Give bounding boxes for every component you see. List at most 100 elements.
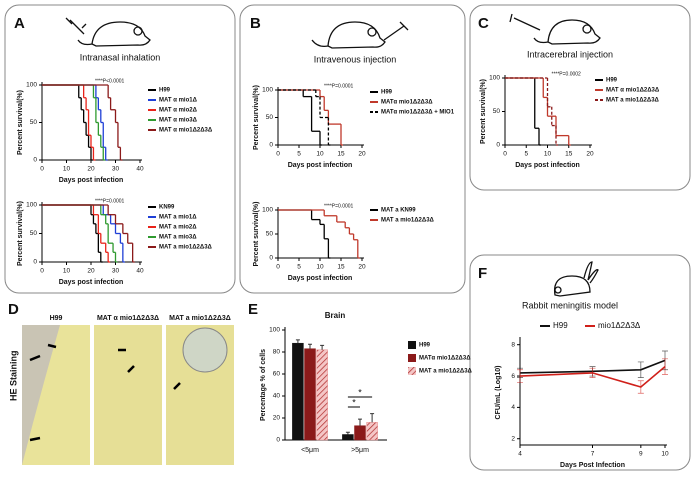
x-tick-label: 20 (586, 151, 594, 158)
y-tick-label: 20 (273, 415, 281, 422)
x-tick-label: 0 (276, 264, 280, 271)
legend-swatch (408, 367, 416, 375)
error-bar (308, 343, 312, 349)
y-axis-label: CFU/mL (Log10) (495, 366, 502, 420)
x-tick-label: 10 (316, 264, 324, 271)
panel-title: Rabbit meningitis model (522, 300, 618, 310)
bar (292, 342, 304, 441)
x-tick-label: 0 (503, 151, 507, 158)
x-tick-label: 40 (136, 268, 144, 275)
y-tick-label: 40 (273, 393, 281, 400)
legend-label: MAT a mio1Δ2Δ3Δ (606, 98, 660, 104)
error-bar (345, 431, 350, 435)
panel-box (469, 254, 691, 471)
y-axis-label: Percent survival(%) (480, 79, 487, 144)
y-tick-label: 100 (262, 87, 273, 94)
x-tick-label: 20 (87, 166, 95, 173)
line (519, 359, 666, 374)
y-tick-label: 100 (262, 207, 273, 214)
panel-box (239, 4, 466, 294)
y-tick-label: 8 (511, 341, 515, 348)
x-tick-label: 5 (524, 151, 528, 158)
error-bar (517, 369, 523, 383)
bar (366, 422, 378, 441)
x-tick-label: 10 (544, 151, 552, 158)
legend-label: H99 (553, 321, 568, 330)
p-value: ****P=0.0001 (324, 83, 354, 89)
x-tick-label: 30 (112, 268, 120, 275)
error-bar (589, 367, 596, 378)
legend-label: MATα mio1Δ2Δ3Δ (381, 100, 433, 106)
legend-label: H99 (419, 343, 431, 349)
y-tick-label: 0 (496, 142, 500, 149)
y-axis-label: Percent survival(%) (253, 202, 260, 267)
x-axis-label: Days post infection (288, 162, 353, 169)
bar (304, 348, 316, 441)
legend-label: MAT α mio1Δ2Δ3Δ (606, 88, 660, 94)
legend-label: MAT a mio2Δ (159, 225, 197, 231)
legend-label: MATα mio1Δ2Δ3Δ (419, 356, 471, 362)
y-tick-label: 80 (273, 349, 281, 356)
panel-label: A (14, 15, 25, 32)
p-value: ****P=0.0001 (95, 198, 125, 204)
x-axis-label: Days post infection (59, 177, 124, 184)
y-tick-label: 50 (30, 230, 38, 237)
x-tick-label: 5 (297, 151, 301, 158)
panel-label: F (478, 265, 487, 282)
bar (354, 425, 366, 441)
y-tick-label: 0 (33, 157, 37, 164)
legend-label: MAT α mio2Δ (159, 108, 198, 114)
p-value: ****P<0.0001 (95, 78, 125, 84)
x-tick-label: 20 (87, 268, 95, 275)
error-bar (320, 344, 325, 350)
legend-swatch (408, 354, 416, 362)
p-value: ****P=0.0002 (552, 71, 582, 77)
x-tick-label: 10 (63, 166, 71, 173)
x-tick-label: 0 (276, 151, 280, 158)
x-tick-label: 15 (565, 151, 573, 158)
error-bar (295, 339, 300, 344)
y-tick-label: 60 (273, 371, 281, 378)
panel-title: HE Staining (8, 350, 18, 401)
error-bar (358, 418, 362, 426)
panel-label: D (8, 301, 19, 318)
image-label: MAT α mio1Δ2Δ3Δ (97, 315, 159, 322)
x-tick-label: 15 (337, 264, 345, 271)
x-axis-label: Days post infection (59, 279, 124, 286)
legend-label: KN99 (159, 205, 175, 211)
x-tick-label: 10 (316, 151, 324, 158)
legend-label: MAT a mio3Δ (159, 235, 197, 241)
y-tick-label: 100 (489, 75, 500, 82)
y-tick-label: 100 (269, 327, 280, 334)
chart-title: Brain (325, 311, 346, 320)
x-tick-label: 7 (591, 451, 595, 458)
legend-label: MAT a mio1Δ2Δ3Δ (159, 245, 213, 251)
panel-title: Intravenous injection (314, 54, 397, 64)
panel-label: E (248, 301, 258, 318)
y-axis-label: Percent survival(%) (17, 90, 24, 155)
y-tick-label: 6 (511, 373, 515, 380)
legend-label: MAT α mio3Δ (159, 118, 198, 124)
y-tick-label: 0 (269, 255, 273, 262)
significance-mark: * (352, 397, 356, 407)
x-tick-label: 9 (639, 451, 643, 458)
x-tick-label: 20 (358, 151, 366, 158)
x-tick-label: 5 (297, 264, 301, 271)
x-tick-label: 30 (112, 166, 120, 173)
p-value: ****P=0.0001 (324, 203, 354, 209)
panel-label: C (478, 15, 489, 32)
x-axis-label: Days post infection (288, 275, 353, 282)
error-bar (637, 361, 644, 378)
mouse-icon (509, 13, 601, 45)
y-tick-label: 4 (511, 404, 515, 411)
error-bar (637, 380, 644, 394)
legend-label: MAT a KN99 (381, 208, 416, 214)
x-axis-label: Days post infection (515, 162, 580, 169)
y-tick-label: 50 (266, 114, 274, 121)
mouse-icon (311, 21, 409, 49)
line (519, 366, 666, 388)
y-tick-label: 100 (26, 82, 37, 89)
x-tick-label: 4 (518, 451, 522, 458)
bar (342, 434, 354, 441)
